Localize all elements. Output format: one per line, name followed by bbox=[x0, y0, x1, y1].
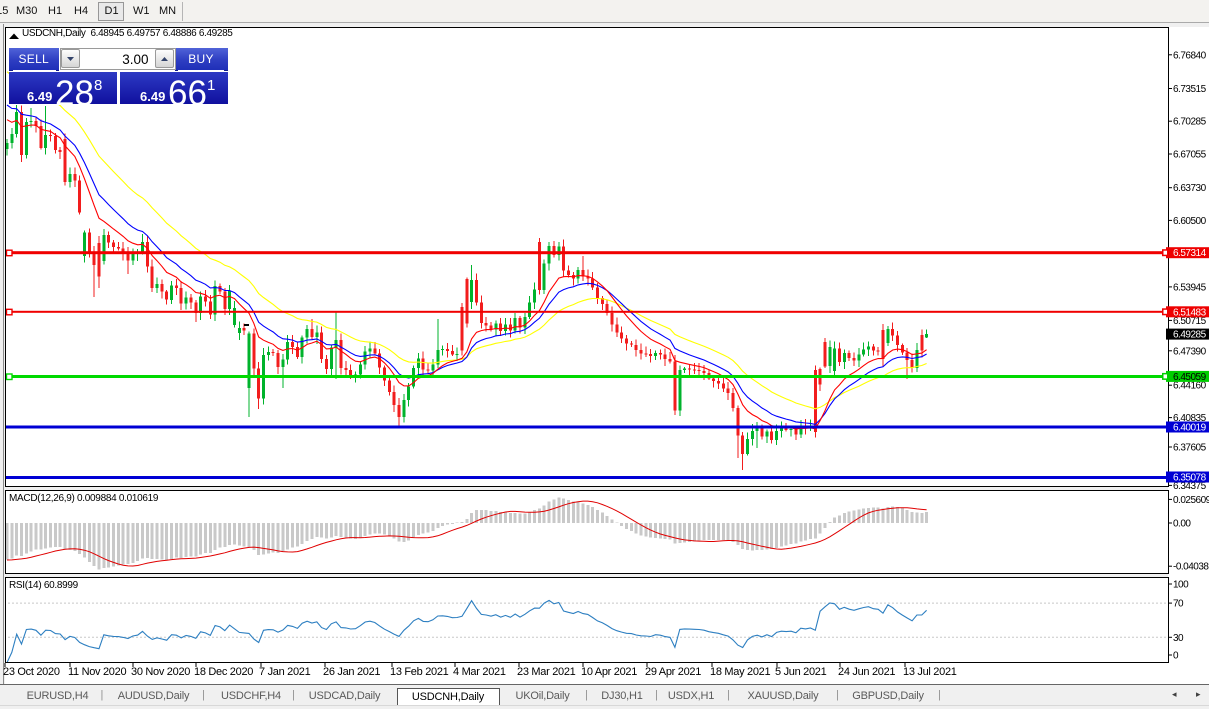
svg-text:100: 100 bbox=[1173, 580, 1189, 591]
svg-text:6.44160: 6.44160 bbox=[1173, 381, 1207, 392]
svg-text:24 Jun 2021: 24 Jun 2021 bbox=[838, 666, 895, 678]
svg-text:6.34375: 6.34375 bbox=[1173, 481, 1207, 492]
svg-text:11 Nov 2020: 11 Nov 2020 bbox=[68, 666, 126, 678]
svg-text:6.49285: 6.49285 bbox=[1173, 330, 1207, 341]
svg-text:23 Oct 2020: 23 Oct 2020 bbox=[3, 666, 60, 678]
svg-text:6.70285: 6.70285 bbox=[1173, 117, 1207, 128]
svg-text:-0.04038: -0.04038 bbox=[1173, 562, 1209, 573]
svg-text:6.47390: 6.47390 bbox=[1173, 346, 1207, 357]
svg-text:30 Nov 2020: 30 Nov 2020 bbox=[131, 666, 190, 678]
svg-text:4 Mar 2021: 4 Mar 2021 bbox=[453, 666, 506, 678]
svg-text:18 May 2021: 18 May 2021 bbox=[710, 666, 770, 678]
svg-text:10 Apr 2021: 10 Apr 2021 bbox=[581, 666, 637, 678]
svg-text:6.73515: 6.73515 bbox=[1173, 84, 1207, 95]
svg-text:6.40835: 6.40835 bbox=[1173, 413, 1207, 424]
svg-text:6.35078: 6.35078 bbox=[1173, 473, 1207, 484]
svg-text:6.37605: 6.37605 bbox=[1173, 443, 1207, 454]
svg-text:70: 70 bbox=[1173, 599, 1184, 610]
svg-text:29 Apr 2021: 29 Apr 2021 bbox=[645, 666, 701, 678]
svg-text:6.76840: 6.76840 bbox=[1173, 50, 1207, 61]
svg-text:6.67055: 6.67055 bbox=[1173, 150, 1207, 161]
svg-text:13 Jul 2021: 13 Jul 2021 bbox=[903, 666, 957, 678]
svg-text:6.50715: 6.50715 bbox=[1173, 316, 1207, 327]
svg-text:6.51483: 6.51483 bbox=[1173, 307, 1207, 318]
svg-text:6.45059: 6.45059 bbox=[1173, 372, 1207, 383]
svg-text:0.00: 0.00 bbox=[1173, 519, 1191, 530]
svg-text:18 Dec 2020: 18 Dec 2020 bbox=[194, 666, 253, 678]
svg-text:6.40019: 6.40019 bbox=[1173, 423, 1207, 434]
svg-text:6.57314: 6.57314 bbox=[1173, 248, 1207, 259]
svg-text:6.53945: 6.53945 bbox=[1173, 282, 1207, 293]
svg-text:6.63730: 6.63730 bbox=[1173, 183, 1207, 194]
svg-text:13 Feb 2021: 13 Feb 2021 bbox=[390, 666, 449, 678]
svg-text:26 Jan 2021: 26 Jan 2021 bbox=[323, 666, 380, 678]
svg-text:0: 0 bbox=[1173, 651, 1179, 662]
svg-text:6.60500: 6.60500 bbox=[1173, 216, 1207, 227]
svg-text:7 Jan 2021: 7 Jan 2021 bbox=[259, 666, 311, 678]
svg-text:0.025609: 0.025609 bbox=[1173, 495, 1209, 506]
svg-text:30: 30 bbox=[1173, 633, 1184, 644]
svg-text:23 Mar 2021: 23 Mar 2021 bbox=[517, 666, 576, 678]
svg-text:5 Jun 2021: 5 Jun 2021 bbox=[775, 666, 827, 678]
